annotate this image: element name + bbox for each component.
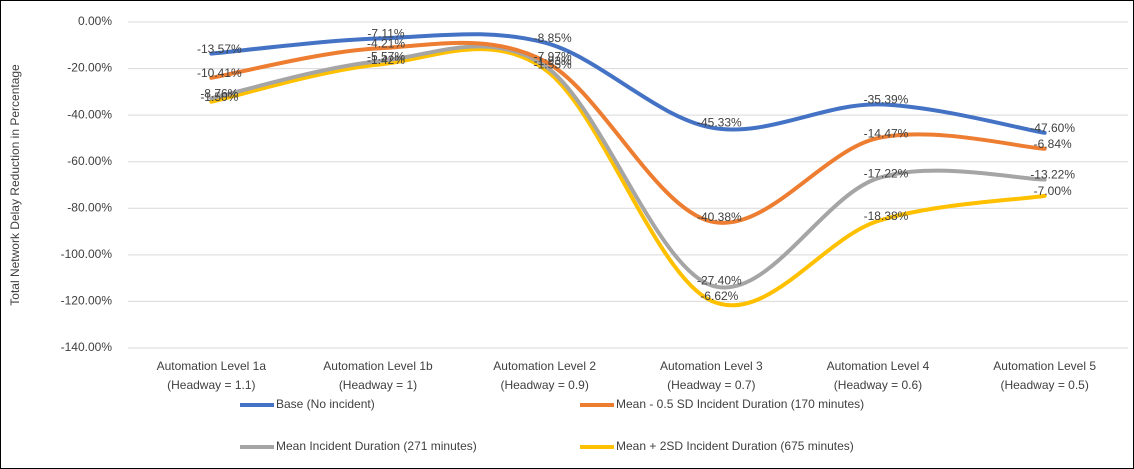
legend-label: Base (No incident) — [276, 397, 375, 411]
series-line — [209, 32, 1047, 135]
data-label: -8.76% — [200, 86, 238, 100]
y-tick-label: 0.00% — [78, 14, 112, 28]
legend-label: Mean Incident Duration (271 minutes) — [276, 439, 477, 453]
data-label: -14.47% — [864, 126, 909, 140]
y-tick-label: -140.00% — [61, 340, 113, 354]
legend-label: Mean - 0.5 SD Incident Duration (170 min… — [616, 397, 864, 411]
data-label: -35.39% — [864, 93, 909, 107]
x-tick-label: (Headway = 0.7) — [667, 378, 755, 392]
data-label: -27.40% — [697, 274, 742, 288]
x-tick-label: (Headway = 1) — [339, 378, 417, 392]
y-tick-label: -60.00% — [67, 154, 112, 168]
y-tick-label: -120.00% — [61, 294, 113, 308]
data-label: -10.41% — [197, 66, 242, 80]
data-label: -18.38% — [864, 209, 909, 223]
x-tick-label: Automation Level 3 — [660, 359, 763, 373]
data-label: -7.00% — [1034, 184, 1072, 198]
data-label: -8.85% — [534, 31, 572, 45]
legend-label: Mean + 2SD Incident Duration (675 minute… — [616, 439, 854, 453]
x-tick-label: (Headway = 0.9) — [500, 378, 588, 392]
y-tick-label: -80.00% — [67, 200, 112, 214]
data-label: -17.22% — [864, 166, 909, 180]
series-line — [209, 44, 1047, 290]
data-label: -47.60% — [1030, 121, 1075, 135]
data-label: -13.22% — [1030, 168, 1075, 182]
y-tick-label: -100.00% — [61, 247, 113, 261]
series-line — [209, 40, 1047, 225]
data-label: -4.21% — [367, 37, 405, 51]
x-tick-label: (Headway = 0.5) — [1000, 378, 1088, 392]
x-tick-label: Automation Level 1a — [157, 359, 267, 373]
data-label: -6.62% — [700, 289, 738, 303]
x-tick-label: (Headway = 1.1) — [167, 378, 255, 392]
data-label: -7.11% — [367, 27, 404, 41]
y-tick-label: -40.00% — [67, 107, 112, 121]
data-label: -1.55% — [534, 57, 572, 71]
x-tick-label: Automation Level 1b — [323, 359, 433, 373]
y-tick-label: -20.00% — [67, 61, 112, 75]
data-label: -5.57% — [367, 50, 405, 64]
y-axis-title: Total Network Delay Reduction in Percent… — [8, 64, 22, 306]
x-tick-label: Automation Level 4 — [827, 359, 930, 373]
series-line — [209, 47, 1047, 308]
x-tick-label: Automation Level 5 — [993, 359, 1096, 373]
x-tick-label: (Headway = 0.6) — [834, 378, 922, 392]
data-label: -1.50% — [200, 90, 238, 104]
data-label: -45.33% — [697, 116, 742, 130]
x-tick-label: Automation Level 2 — [493, 359, 596, 373]
data-label: -13.57% — [197, 42, 242, 56]
data-label: -6.84% — [1034, 137, 1072, 151]
data-label: -40.38% — [697, 210, 742, 224]
data-label: -1.93% — [534, 54, 572, 68]
data-label: -7.97% — [534, 49, 572, 63]
data-label: -1.42% — [367, 53, 405, 67]
